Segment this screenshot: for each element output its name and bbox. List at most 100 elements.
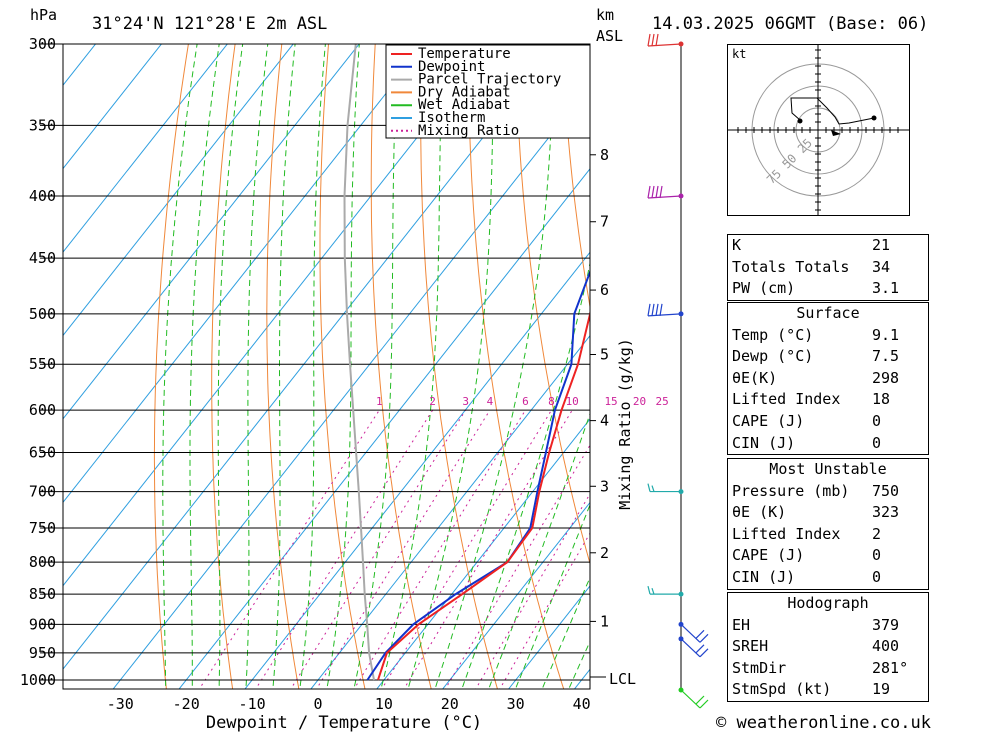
dewpoint-line — [366, 269, 590, 681]
table-row: Temp (°C) 9.1 — [728, 325, 928, 347]
table-label: θE (K) — [732, 503, 787, 522]
isotherm-line — [63, 44, 294, 337]
table-value: 21 — [872, 236, 891, 254]
table-row: K 21 — [728, 235, 928, 257]
table-label: SREH — [732, 637, 769, 656]
mixing-ratio-axis-label: Mixing Ratio (g/kg) — [616, 338, 634, 510]
mixing-ratio-tick-label: 8 — [548, 395, 555, 408]
plot-frame — [62, 43, 591, 690]
wet-adiabat-line — [299, 44, 326, 689]
temperature-tick-label: -30 — [107, 695, 134, 713]
pressure-tick-label: 850 — [29, 585, 56, 603]
mixing-ratio-line — [499, 532, 590, 689]
legend-entry: Temperature — [418, 46, 511, 62]
table-label: Lifted Index — [732, 390, 841, 409]
table-value: 0 — [872, 567, 882, 586]
table-row: CIN (J) 0 — [728, 433, 928, 455]
wet-adiabat-line — [245, 44, 269, 689]
isotherm-line — [442, 501, 590, 689]
table-value: 400 — [872, 637, 900, 656]
table-label: EH — [732, 615, 751, 634]
hodograph-trace — [790, 97, 875, 125]
height-axis-labels: 8 7 6 5 4 3 2 1 — [590, 146, 609, 678]
table-row: StmDir 281° — [728, 658, 928, 680]
isotherm-line — [63, 44, 228, 253]
height-tick-label: 7 — [600, 213, 609, 231]
dry-adiabat-line — [514, 44, 590, 566]
mixing-ratio-tick-label: 6 — [522, 395, 529, 408]
pressure-tick-label: 600 — [29, 401, 56, 419]
temperature-axis-labels: -30 -20 -10 0 10 20 30 40 — [107, 695, 591, 713]
table-row: StmSpd (kt) 19 — [728, 679, 928, 701]
dry-adiabat-line — [468, 44, 565, 689]
table-row: θE (K) 323 — [728, 502, 928, 524]
table-value: 2 — [872, 524, 882, 543]
wind-barb — [680, 689, 709, 709]
wet-adiabat-line — [488, 412, 590, 689]
wind-profile — [647, 33, 709, 709]
wet-adiabat-line — [162, 44, 198, 689]
table-value: 19 — [872, 680, 891, 699]
table-label: StmDir — [732, 658, 787, 677]
table-value: 323 — [872, 503, 900, 522]
mixing-ratio-tick-label: 10 — [566, 395, 579, 408]
mixing-ratio-line — [290, 409, 467, 689]
table-label: CIN (J) — [732, 433, 796, 452]
table-label: PW (cm) — [732, 279, 796, 298]
wet-adiabat-line — [380, 44, 444, 689]
surface-table: Surface Temp (°C) 9.1 Dewp (°C) 7.5 θE(K) 298 L… — [727, 302, 929, 456]
dry-adiabat-line — [420, 44, 498, 689]
table-value: 281° — [872, 658, 909, 677]
legend-entry: Wet Adiabat — [418, 97, 511, 113]
height-tick-label: 6 — [600, 281, 609, 299]
table-row: Totals Totals 34 — [728, 257, 928, 279]
indices-table: K 21 Totals Totals 34 PW (cm) 3.1 — [727, 234, 929, 301]
pressure-tick-label: 350 — [29, 116, 56, 134]
legend-entry: Dewpoint — [418, 59, 485, 75]
location-title: 31°24'N 121°28'E 2m ASL — [92, 14, 327, 34]
isotherm-line — [63, 44, 426, 504]
temperature-tick-label: 10 — [375, 695, 393, 713]
table-row: CAPE (J) 0 — [728, 545, 928, 567]
table-label: θE(K) — [732, 368, 778, 387]
hodograph-table: Hodograph EH 379 SREH 400 StmDir 281° StmSpd (k… — [727, 592, 929, 702]
table-label: StmSpd (kt) — [732, 680, 832, 699]
height-tick-label: 4 — [600, 412, 609, 430]
temperature-tick-label: 40 — [573, 695, 591, 713]
pressure-tick-label: 500 — [29, 305, 56, 323]
isotherm-line — [310, 334, 590, 689]
wet-adiabat-line — [461, 261, 590, 689]
table-label: CAPE (J) — [732, 411, 805, 430]
table-value: 9.1 — [872, 325, 900, 344]
mixing-ratio-tick-label: 15 — [604, 395, 617, 408]
dry-adiabat-line — [319, 44, 366, 689]
table-row: CAPE (J) 0 — [728, 411, 928, 433]
dry-adiabat-line — [266, 44, 300, 689]
wind-barb — [647, 33, 682, 47]
hodograph-point — [797, 118, 803, 124]
wet-adiabat-line — [326, 44, 360, 689]
mixing-ratio-line — [444, 444, 590, 689]
table-row: PW (cm) 3.1 — [728, 278, 928, 300]
table-label: Dewp (°C) — [732, 347, 814, 366]
dry-adiabat-line — [370, 44, 432, 689]
table-label: CIN (J) — [732, 567, 796, 586]
table-label: Pressure (mb) — [732, 481, 850, 500]
pressure-tick-label: 400 — [29, 187, 56, 205]
isotherm-line — [63, 44, 163, 170]
background-lines — [63, 44, 590, 689]
table-row: SREH 400 — [728, 636, 928, 658]
wet-adiabat-line — [272, 44, 296, 689]
parcel-trajectory-line — [343, 44, 375, 681]
wet-adiabat-line — [353, 44, 399, 689]
isotherm-line — [63, 44, 97, 86]
table-label: K — [732, 236, 742, 254]
temperature-tick-label: -20 — [173, 695, 200, 713]
wind-barb — [647, 483, 681, 493]
mixing-ratio-line — [198, 409, 380, 689]
height-ref-label: ASL — [596, 27, 623, 45]
temperature-tick-label: 30 — [507, 695, 525, 713]
isobar-lines — [40, 43, 590, 681]
dry-adiabat-line — [153, 44, 189, 689]
isotherm-line — [507, 585, 590, 689]
